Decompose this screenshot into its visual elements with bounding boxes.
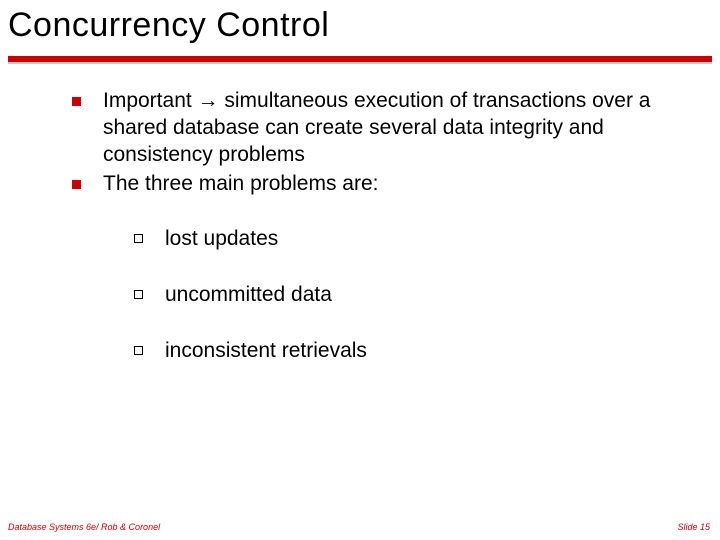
square-bullet-icon: [72, 97, 81, 106]
sub-bullet-text: inconsistent retrievals: [165, 338, 367, 364]
sub-bullet-text: lost updates: [165, 226, 278, 252]
sub-bullet-list: lost updates uncommitted data inconsiste…: [134, 226, 682, 365]
bullet-item: The three main problems are:: [72, 171, 682, 198]
sub-bullet-item: inconsistent retrievals: [134, 338, 682, 364]
slide-container: Concurrency Control Important → simultan…: [0, 0, 720, 540]
bullet-text-pre: The three main problems are:: [103, 172, 378, 195]
content-area: Important → simultaneous execution of tr…: [72, 88, 682, 394]
hollow-square-icon: [134, 234, 143, 243]
bullet-text: The three main problems are:: [103, 171, 378, 198]
footer-left-text: Database Systems 6e/ Rob & Coronel: [8, 522, 160, 532]
sub-bullet-text: uncommitted data: [165, 282, 332, 308]
footer-right-text: Slide 15: [677, 522, 710, 532]
hollow-square-icon: [134, 290, 143, 299]
bullet-text: Important → simultaneous execution of tr…: [103, 88, 682, 169]
sub-bullet-item: lost updates: [134, 226, 682, 252]
sub-bullet-item: uncommitted data: [134, 282, 682, 308]
hollow-square-icon: [134, 346, 143, 355]
bullet-item: Important → simultaneous execution of tr…: [72, 88, 682, 169]
square-bullet-icon: [72, 180, 81, 189]
arrow-icon: →: [198, 89, 219, 112]
title-underline-shadow: [8, 62, 712, 64]
bullet-text-pre: Important: [103, 89, 198, 112]
slide-title: Concurrency Control: [0, 0, 720, 45]
